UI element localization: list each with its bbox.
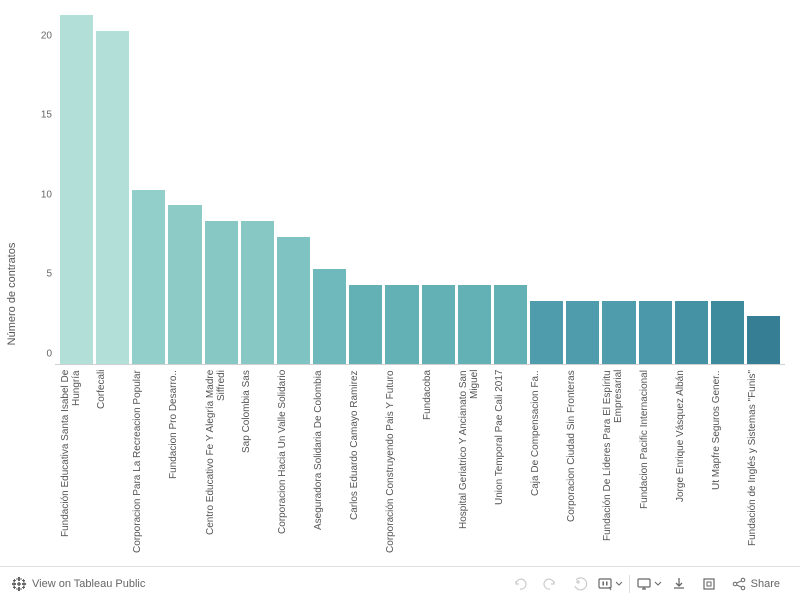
present-button[interactable]: [634, 569, 664, 599]
y-axis-label: Número de contratos: [6, 242, 18, 345]
x-axis-label: Fundación Educativa Santa Isabel De Hung…: [60, 370, 93, 560]
x-axis-label: Union Temporal Pae Cali 2017: [494, 370, 527, 560]
chart-container: Número de contratos 0 5 10 15 20 Fundación E…: [0, 10, 800, 565]
y-axis-ticks: 0 5 10 15 20: [30, 15, 55, 365]
x-axis-label: Corfecali: [96, 370, 129, 560]
x-axis-label: Jorge Enrique Vásquez Albán: [675, 370, 708, 560]
x-axis-label: Centro Educativo Fe Y Alegría Madre Siff…: [205, 370, 238, 560]
y-tick-label: 5: [46, 269, 52, 280]
bar[interactable]: [205, 221, 238, 364]
y-tick-label: 10: [41, 189, 52, 200]
y-tick-label: 15: [41, 110, 52, 121]
bar[interactable]: [168, 205, 201, 364]
bar[interactable]: [747, 316, 780, 364]
x-axis-label: Fundacion Pacific Internacional: [639, 370, 672, 560]
bar[interactable]: [241, 221, 274, 364]
bar[interactable]: [60, 15, 93, 364]
view-on-tableau-link[interactable]: View on Tableau Public: [12, 577, 145, 591]
bar[interactable]: [639, 301, 672, 364]
x-axis-label: Fundación de Inglés y Sistemas "Funis": [747, 370, 780, 560]
bars-group: [55, 15, 785, 364]
x-axis-label: Corporacion Ciudad Sin Fronteras: [566, 370, 599, 560]
view-on-tableau-label: View on Tableau Public: [32, 578, 145, 590]
share-button[interactable]: Share: [724, 577, 788, 591]
bar[interactable]: [349, 285, 382, 364]
x-axis-label: Sap Colombia Sas: [241, 370, 274, 560]
bar[interactable]: [675, 301, 708, 364]
fullscreen-button[interactable]: [694, 569, 724, 599]
x-axis-label: Ut Mapfre Seguros Gener..: [711, 370, 744, 560]
plot-area: [55, 15, 785, 365]
redo-button[interactable]: [535, 569, 565, 599]
bar[interactable]: [422, 285, 455, 364]
x-axis-label: Caja De Compensacion Fa..: [530, 370, 563, 560]
tableau-toolbar: View on Tableau Public Share: [0, 566, 800, 600]
x-axis-label: Fundacoba: [422, 370, 455, 560]
x-axis-label: Corporacion Para La Recreacion Popular: [132, 370, 165, 560]
x-axis-label: Fundacion Pro Desarro..: [168, 370, 201, 560]
bar[interactable]: [530, 301, 563, 364]
x-axis-label: Hospital Geriatrico Y Ancianato San Migu…: [458, 370, 491, 560]
download-button[interactable]: [664, 569, 694, 599]
x-axis-label: Corporacion Hacia Un Valle Solidario: [277, 370, 310, 560]
bar[interactable]: [96, 31, 129, 364]
x-axis-label: Aseguradora Solidaria De Colombia: [313, 370, 346, 560]
bar[interactable]: [711, 301, 744, 364]
bar[interactable]: [385, 285, 418, 364]
tableau-logo-icon: [12, 577, 26, 591]
y-tick-label: 20: [41, 30, 52, 41]
bar[interactable]: [132, 190, 165, 365]
share-icon: [732, 577, 746, 591]
bar[interactable]: [566, 301, 599, 364]
x-axis-label: Fundación De Líderes Para El Espíritu Em…: [602, 370, 635, 560]
bar[interactable]: [458, 285, 491, 364]
undo-button[interactable]: [505, 569, 535, 599]
x-axis-label: Carlos Eduardo Camayo Ramirez: [349, 370, 382, 560]
bar[interactable]: [494, 285, 527, 364]
bar[interactable]: [313, 269, 346, 364]
toolbar-separator: [629, 575, 630, 593]
bar[interactable]: [602, 301, 635, 364]
share-label: Share: [751, 578, 780, 590]
x-axis-labels: Fundación Educativa Santa Isabel De Hung…: [55, 370, 785, 560]
replay-button[interactable]: [565, 569, 595, 599]
y-tick-label: 0: [46, 349, 52, 360]
bar[interactable]: [277, 237, 310, 364]
pause-button[interactable]: [595, 569, 625, 599]
x-axis-label: Corporación Construyendo Pais Y Futuro: [385, 370, 418, 560]
